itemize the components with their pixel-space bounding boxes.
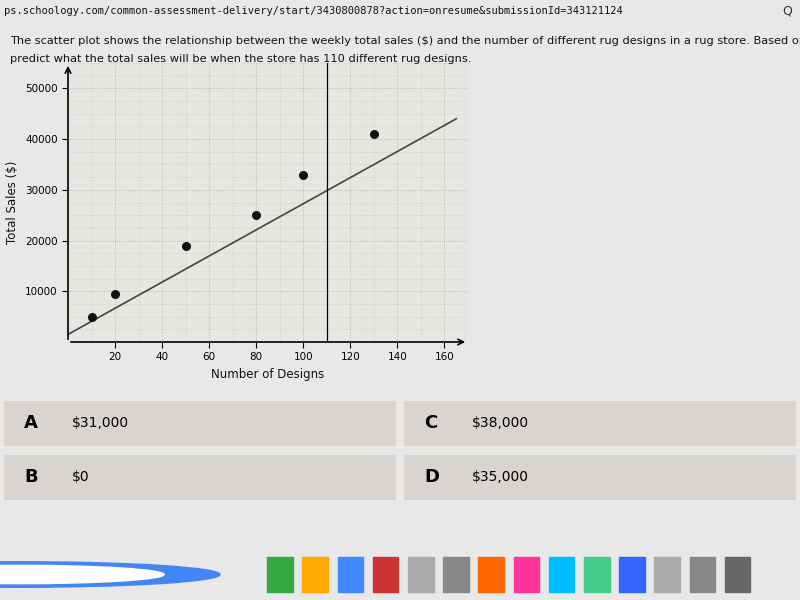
Text: A: A bbox=[24, 414, 38, 432]
Text: C: C bbox=[424, 414, 438, 432]
Text: B: B bbox=[24, 468, 38, 486]
Point bbox=[109, 289, 122, 299]
Bar bbox=[725, 557, 750, 592]
Text: ps.schoology.com/common-assessment-delivery/start/3430800878?action=onresume&sub: ps.schoology.com/common-assessment-deliv… bbox=[4, 5, 622, 16]
Text: D: D bbox=[424, 468, 439, 486]
Bar bbox=[514, 557, 539, 592]
Bar bbox=[267, 557, 293, 592]
Point bbox=[179, 241, 192, 250]
Text: The scatter plot shows the relationship between the weekly total sales ($) and t: The scatter plot shows the relationship … bbox=[10, 36, 800, 46]
Y-axis label: Total Sales ($): Total Sales ($) bbox=[6, 161, 19, 244]
Circle shape bbox=[0, 565, 164, 584]
Bar bbox=[408, 557, 434, 592]
Bar bbox=[654, 557, 680, 592]
Text: $38,000: $38,000 bbox=[472, 416, 529, 430]
Bar bbox=[584, 557, 610, 592]
Text: $31,000: $31,000 bbox=[72, 416, 129, 430]
Point bbox=[297, 170, 310, 179]
Bar bbox=[302, 557, 328, 592]
Bar bbox=[549, 557, 574, 592]
Bar bbox=[338, 557, 363, 592]
Text: $0: $0 bbox=[72, 470, 90, 484]
Bar bbox=[373, 557, 398, 592]
Point bbox=[367, 129, 380, 139]
Bar bbox=[619, 557, 645, 592]
Text: Q: Q bbox=[782, 4, 792, 17]
Bar bbox=[478, 557, 504, 592]
Text: $35,000: $35,000 bbox=[472, 470, 529, 484]
Point bbox=[250, 211, 262, 220]
Bar bbox=[443, 557, 469, 592]
X-axis label: Number of Designs: Number of Designs bbox=[211, 368, 325, 381]
Text: predict what the total sales will be when the store has 110 different rug design: predict what the total sales will be whe… bbox=[10, 54, 471, 64]
Circle shape bbox=[0, 562, 220, 587]
Point bbox=[85, 312, 98, 322]
Bar bbox=[690, 557, 715, 592]
